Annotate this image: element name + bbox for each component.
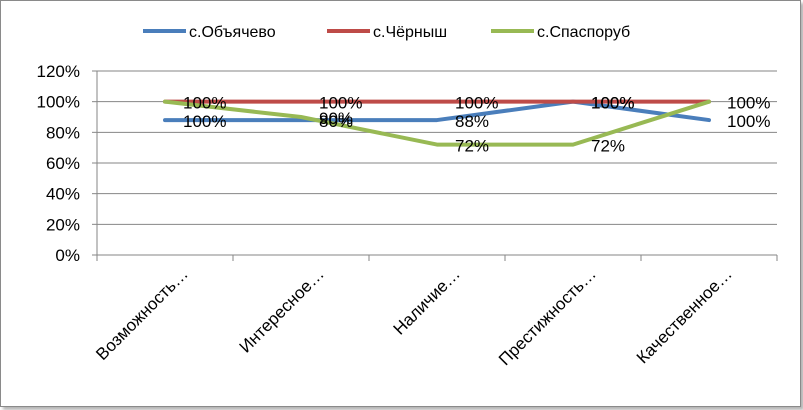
x-tick-label: Престижность…: [495, 264, 600, 369]
y-tick-label: 40%: [46, 185, 80, 204]
series-line-3: [163, 99, 711, 147]
legend-item: с.Спаспоруб: [491, 24, 630, 41]
y-tick-label: 0%: [55, 246, 80, 265]
legend-item: с.Объячево: [143, 24, 276, 41]
legend-item: с.Чёрныш: [327, 24, 447, 41]
x-tick-label: Интересное…: [236, 264, 328, 356]
y-tick-label: 120%: [37, 62, 80, 81]
data-label: 72%: [455, 137, 489, 156]
axes: [92, 70, 778, 261]
data-label: 72%: [591, 137, 625, 156]
legend: с.Объячево с.Чёрныш с.Спаспоруб: [143, 24, 630, 41]
data-labels: 100% 80% 88%100%100%100% 100% 100% 100% 100%90…: [183, 94, 770, 156]
data-label: 100%: [591, 94, 634, 113]
x-tick-labels: Возможность… Интересное… Наличие… Престижно…: [92, 264, 736, 369]
y-tick-labels: 0% 20% 40% 60% 80% 100% 120%: [37, 62, 80, 265]
x-tick-label: Возможность…: [92, 264, 192, 364]
series-lines: [163, 99, 711, 147]
x-tick-label: Качественное…: [633, 264, 736, 367]
x-tick-label: Наличие…: [390, 264, 464, 338]
series-line-1: [163, 99, 711, 123]
y-tick-label: 20%: [46, 215, 80, 234]
data-label: 80%: [319, 112, 353, 131]
data-label: 100%: [727, 112, 770, 131]
y-tick-label: 60%: [46, 154, 80, 173]
data-label: 100%: [455, 94, 498, 113]
data-label: 100%: [727, 94, 770, 113]
data-label: 100%: [183, 94, 226, 113]
y-tick-label: 100%: [37, 93, 80, 112]
legend-label: с.Объячево: [189, 24, 276, 41]
data-label: 88%: [455, 112, 489, 131]
data-label: 100%: [591, 94, 634, 113]
y-tick-label: 80%: [46, 123, 80, 142]
legend-label: с.Спаспоруб: [537, 24, 630, 41]
data-label: 90%: [319, 109, 353, 128]
data-label: 100%: [319, 94, 362, 113]
legend-label: с.Чёрныш: [373, 24, 447, 41]
data-label: 100%: [183, 112, 226, 131]
